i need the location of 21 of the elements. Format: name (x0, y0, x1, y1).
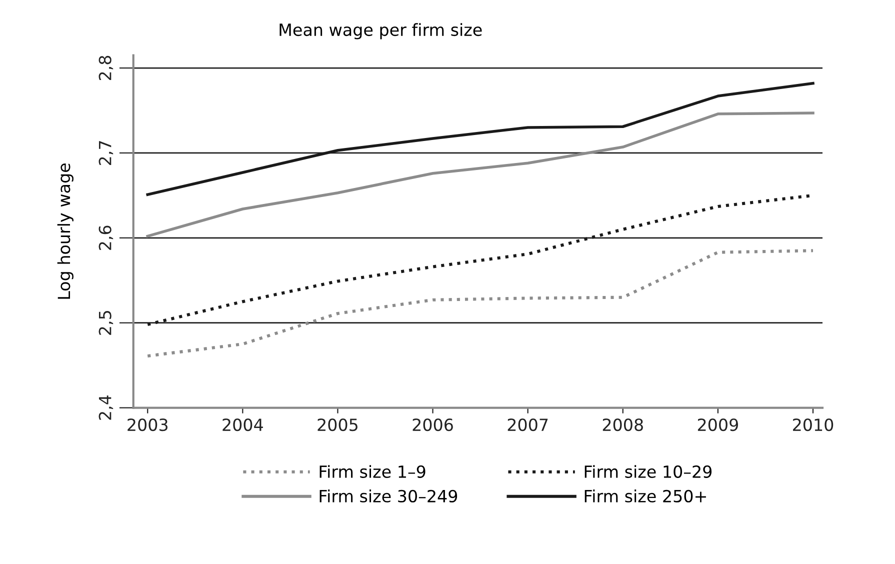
y-tick-label: 2,5 (98, 311, 114, 335)
x-tick-label: 2010 (793, 418, 834, 432)
legend-label: Firm size 250+ (584, 490, 706, 502)
line-series (146, 249, 815, 358)
chart-title: Mean wage per firm size (280, 23, 482, 40)
legend-label: Firm size 10–29 (584, 465, 712, 478)
x-tick-label: 2006 (412, 418, 453, 432)
x-tick-label: 2008 (602, 418, 643, 432)
y-tick-label: 2,4 (98, 395, 114, 420)
line-series (146, 112, 814, 238)
y-tick-label: 2,8 (98, 56, 114, 80)
x-tick-label: 2005 (318, 418, 358, 432)
legend-label: Firm size 30–249 (320, 490, 458, 502)
x-tick-label: 2009 (698, 418, 738, 432)
y-axis-title: Log hourly wage (57, 164, 74, 299)
x-tick-label: 2004 (222, 418, 263, 432)
y-tick-label: 2,7 (98, 141, 114, 165)
legend-label: Firm size 1–9 (320, 465, 426, 478)
y-tick-label: 2,6 (98, 226, 114, 250)
x-tick-label: 2007 (508, 418, 548, 432)
x-tick-label: 2003 (128, 418, 168, 432)
